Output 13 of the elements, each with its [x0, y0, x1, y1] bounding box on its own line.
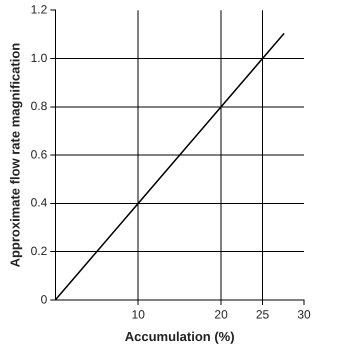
y-tick-label: 0.2	[30, 244, 48, 258]
x-axis-title: Accumulation (%)	[124, 328, 235, 344]
x-tick-label: 25	[256, 308, 270, 322]
y-axis-title: Approximate flow rate magnification	[7, 42, 22, 268]
y-tick-label: 0.6	[30, 147, 48, 162]
y-tick-label: 1.0	[30, 50, 48, 65]
y-tick-label: 0.8	[30, 99, 48, 114]
x-tick-label: 10	[132, 308, 146, 322]
x-tick-label: 20	[214, 308, 228, 322]
y-tick-label: 0.4	[30, 196, 48, 210]
x-tick-label: 30	[297, 308, 311, 322]
y-tick-label: 1.2	[30, 2, 48, 17]
y-tick-label: 0	[40, 292, 48, 306]
